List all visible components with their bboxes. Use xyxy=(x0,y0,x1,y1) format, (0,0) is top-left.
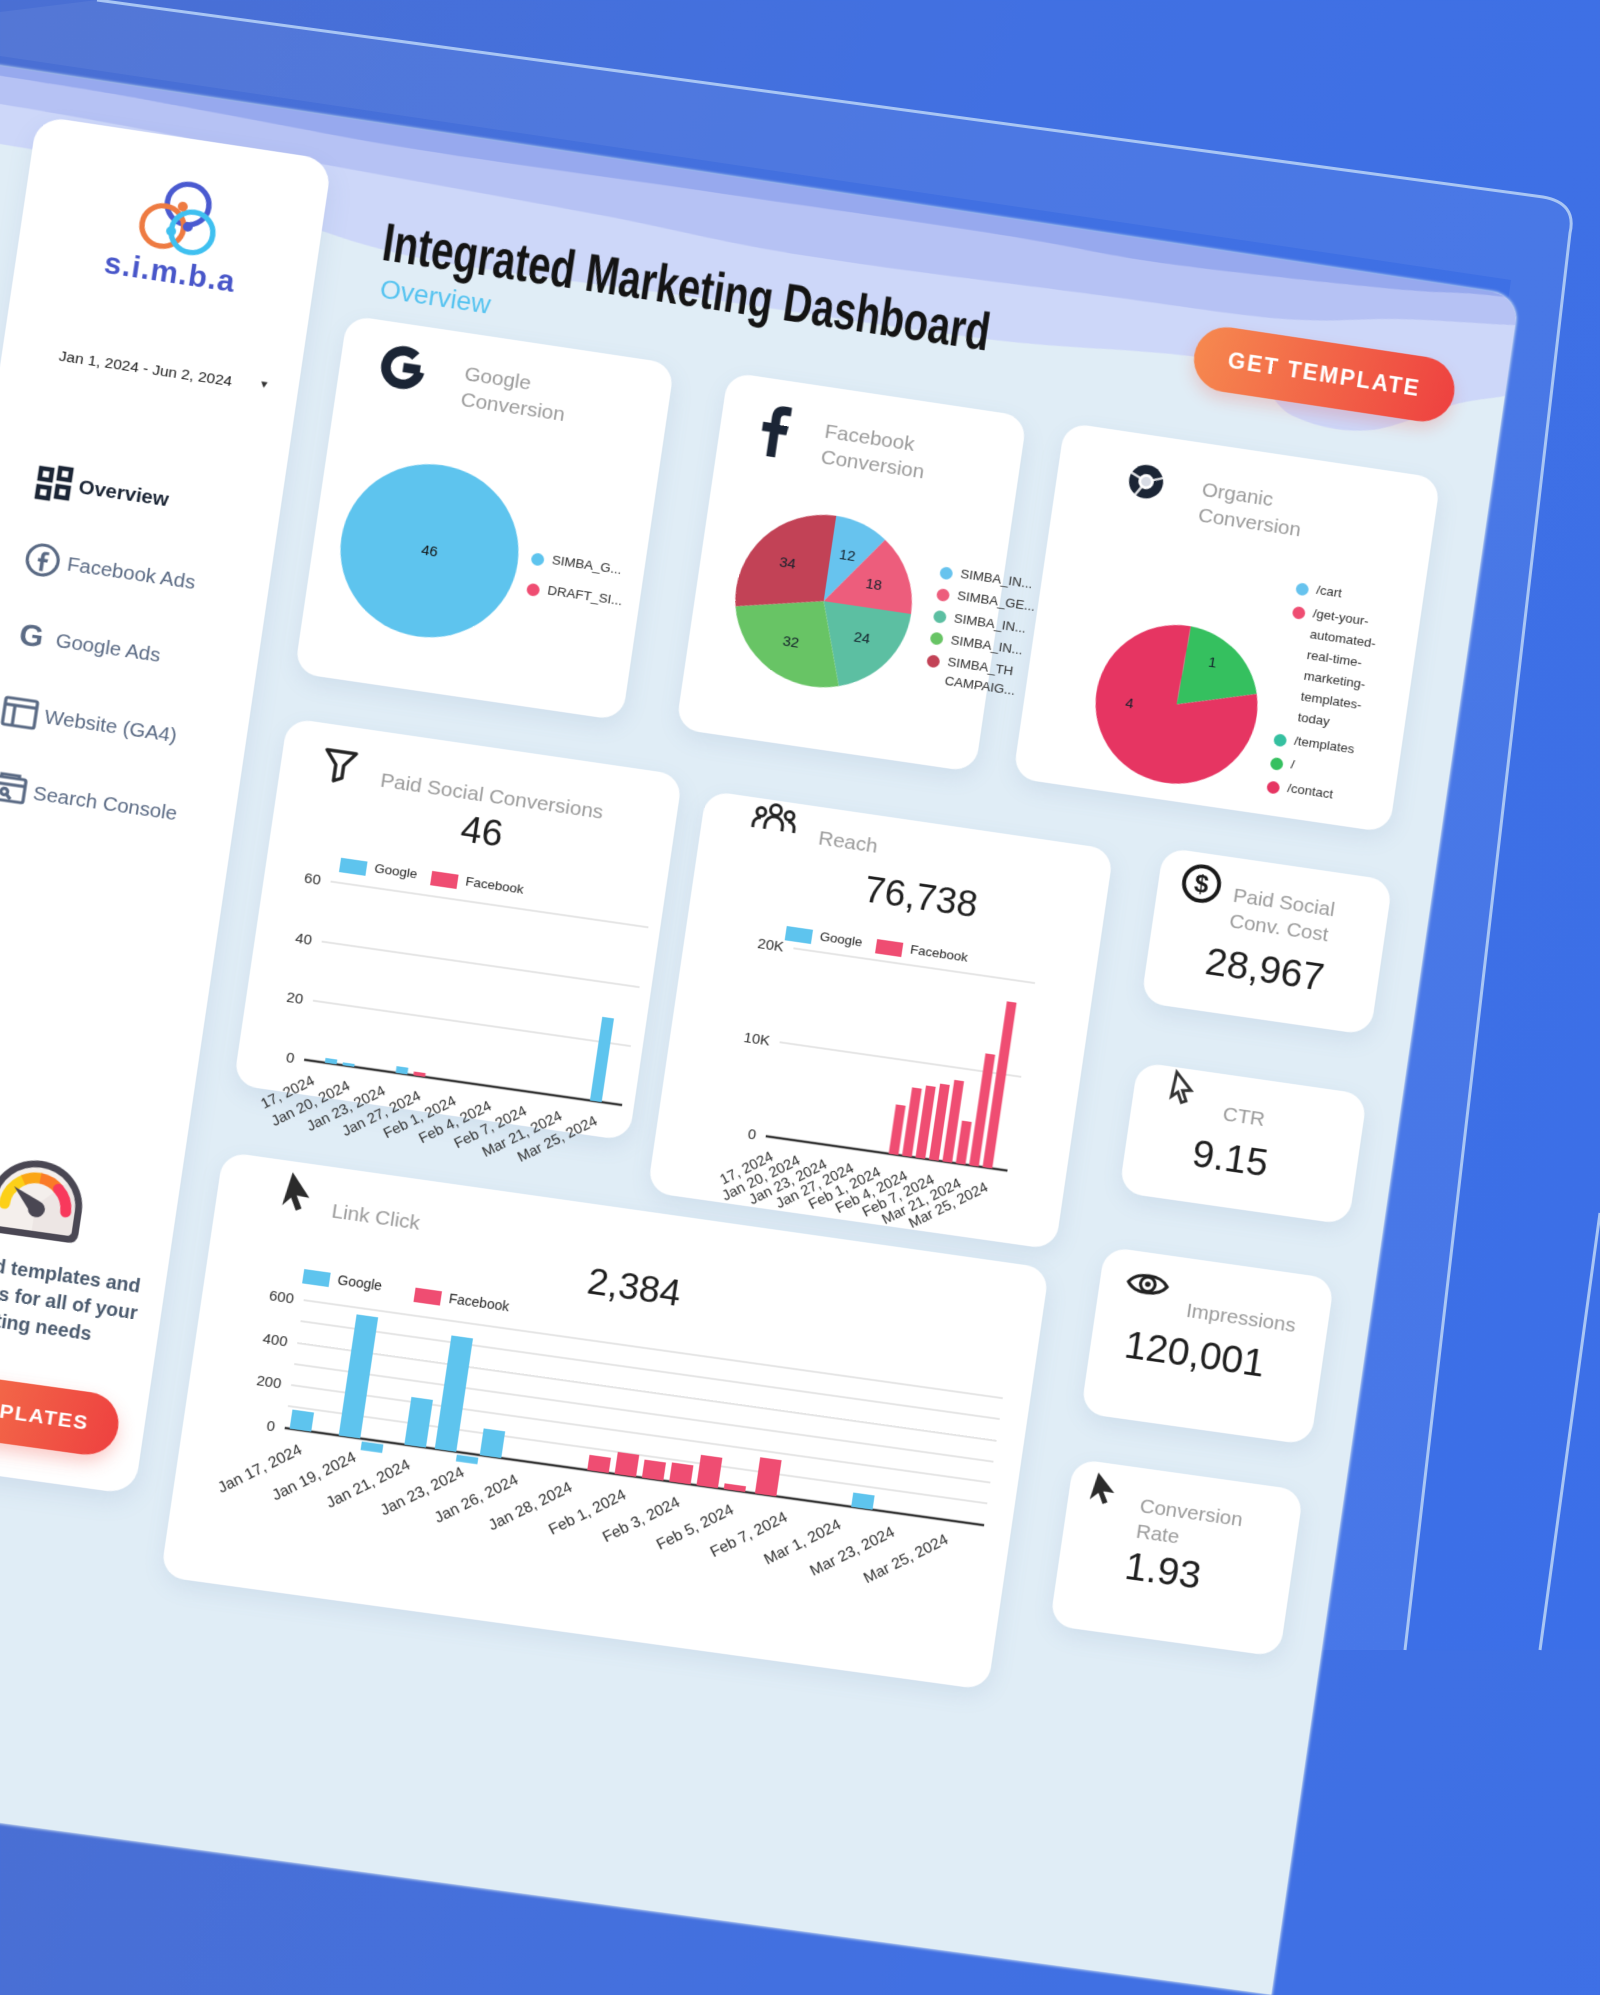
svg-text:$: $ xyxy=(1192,870,1210,899)
svg-text:12: 12 xyxy=(838,547,856,565)
svg-text:0: 0 xyxy=(265,1419,276,1436)
svg-text:0: 0 xyxy=(747,1127,757,1144)
svg-text:10K: 10K xyxy=(743,1030,771,1049)
svg-text:200: 200 xyxy=(255,1373,282,1392)
svg-text:60: 60 xyxy=(303,871,322,889)
svg-text:600: 600 xyxy=(268,1288,295,1307)
svg-text:400: 400 xyxy=(262,1331,289,1350)
svg-text:18: 18 xyxy=(864,576,882,594)
svg-text:46: 46 xyxy=(420,543,439,561)
svg-text:32: 32 xyxy=(781,634,799,652)
svg-text:34: 34 xyxy=(778,555,796,573)
svg-text:20K: 20K xyxy=(756,936,784,955)
svg-text:20: 20 xyxy=(285,990,304,1008)
svg-text:40: 40 xyxy=(294,931,313,949)
svg-text:0: 0 xyxy=(285,1050,295,1067)
svg-text:G: G xyxy=(17,618,46,655)
svg-text:24: 24 xyxy=(853,630,871,648)
